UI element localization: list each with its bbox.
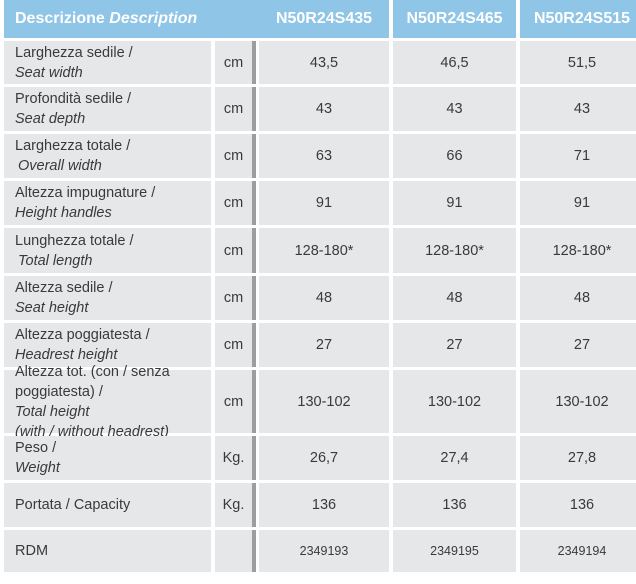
divider [252,228,256,273]
divider [252,530,256,572]
divider [252,87,256,131]
row-label-seat-depth: Profondità sedile / Seat depth [4,87,211,131]
header-description-it: Descrizione [15,10,105,27]
value-cell: 91 [259,181,389,225]
divider [252,41,256,84]
value-cell: 2349194 [520,530,636,572]
divider [252,323,256,367]
value-cell: 43 [393,87,516,131]
value-cell: 43,5 [259,41,389,84]
value-cell: 136 [259,483,389,527]
divider [252,181,256,225]
row-label-total-height: Altezza tot. (con / senza poggiatesta) /… [4,364,211,440]
label-it: Larghezza totale / [15,138,131,154]
label-text: RDM [15,543,49,559]
value-cell: 27 [259,323,389,367]
value-cell: 43 [520,87,636,131]
label-it: poggiatesta) / [15,383,103,400]
label-line-1: Altezza tot. (con / senza [15,363,170,380]
label-en: Height handles [15,205,112,221]
value-cell: 2349193 [259,530,389,572]
value-cell: 71 [520,134,636,178]
value-cell: 27 [520,323,636,367]
row-label-headrest-height: Altezza poggiatesta / Headrest height [4,323,211,367]
value-cell: 91 [520,181,636,225]
unit: Kg. [215,436,252,480]
row-label-total-length: Lunghezza totale / Total length [4,228,211,273]
header-model-1: N50R24S435 [259,0,389,38]
header-description: Descrizione Description [4,0,259,38]
divider [252,436,256,480]
label-it: Altezza sedile / [15,280,113,296]
value-cell: 63 [259,134,389,178]
label-en: Overall width [18,158,102,174]
label-en: Seat depth [15,111,86,127]
value-cell: 48 [259,276,389,320]
unit: cm [215,370,252,433]
divider [252,134,256,178]
row-label-weight: Peso / Weight [4,436,211,480]
value-cell: 2349195 [393,530,516,572]
label-en: Total height [15,403,90,420]
divider [252,370,256,433]
label-line-2: poggiatesta) / Total height [15,382,103,422]
unit: cm [215,228,252,273]
label-en: Seat width [15,64,83,81]
unit: cm [215,181,252,225]
value-cell: 128-180* [259,228,389,273]
label-it: Larghezza sedile / [15,44,133,61]
label-text: Portata / Capacity [15,497,131,513]
value-cell: 48 [520,276,636,320]
unit: cm [215,276,252,320]
value-cell: 43 [259,87,389,131]
label-it: Altezza impugnature / [15,185,156,201]
value-cell: 91 [393,181,516,225]
unit: cm [215,134,252,178]
unit [215,530,252,572]
row-label-seat-width: Larghezza sedile / Seat width [4,41,211,84]
label-en: Headrest height [15,347,118,363]
unit: cm [215,323,252,367]
value-cell: 48 [393,276,516,320]
label-en: Seat height [15,300,89,316]
label-it: Lunghezza totale / [15,232,134,249]
label-line: Peso / Weight [15,438,60,478]
label-en: Weight [15,460,60,476]
value-cell: 130-102 [393,370,516,433]
value-cell: 136 [520,483,636,527]
label-it: Peso / [15,440,57,456]
label-it: Profondità sedile / [15,91,132,107]
unit: cm [215,87,252,131]
value-cell: 27,4 [393,436,516,480]
label-it: Altezza poggiatesta / [15,327,150,343]
header-description-en: Description [109,10,198,27]
value-cell: 51,5 [520,41,636,84]
row-label-overall-width: Larghezza totale / Overall width [4,134,211,178]
unit: cm [215,41,252,84]
header-model-2: N50R24S465 [393,0,516,38]
label-en: Total length [18,252,93,269]
divider [252,276,256,320]
value-cell: 27,8 [520,436,636,480]
header-model-3: N50R24S515 [520,0,636,38]
label-line-3: (with / without headrest) [15,423,169,440]
value-cell: 128-180* [393,228,516,273]
value-cell: 27 [393,323,516,367]
unit: Kg. [215,483,252,527]
row-label-capacity: Portata / Capacity [4,483,211,527]
value-cell: 136 [393,483,516,527]
value-cell: 26,7 [259,436,389,480]
value-cell: 128-180* [520,228,636,273]
value-cell: 46,5 [393,41,516,84]
row-label-height-handles: Altezza impugnature / Height handles [4,181,211,225]
divider [252,483,256,527]
value-cell: 130-102 [520,370,636,433]
row-label-seat-height: Altezza sedile / Seat height [4,276,211,320]
value-cell: 66 [393,134,516,178]
row-label-rdm: RDM [4,530,211,572]
value-cell: 130-102 [259,370,389,433]
